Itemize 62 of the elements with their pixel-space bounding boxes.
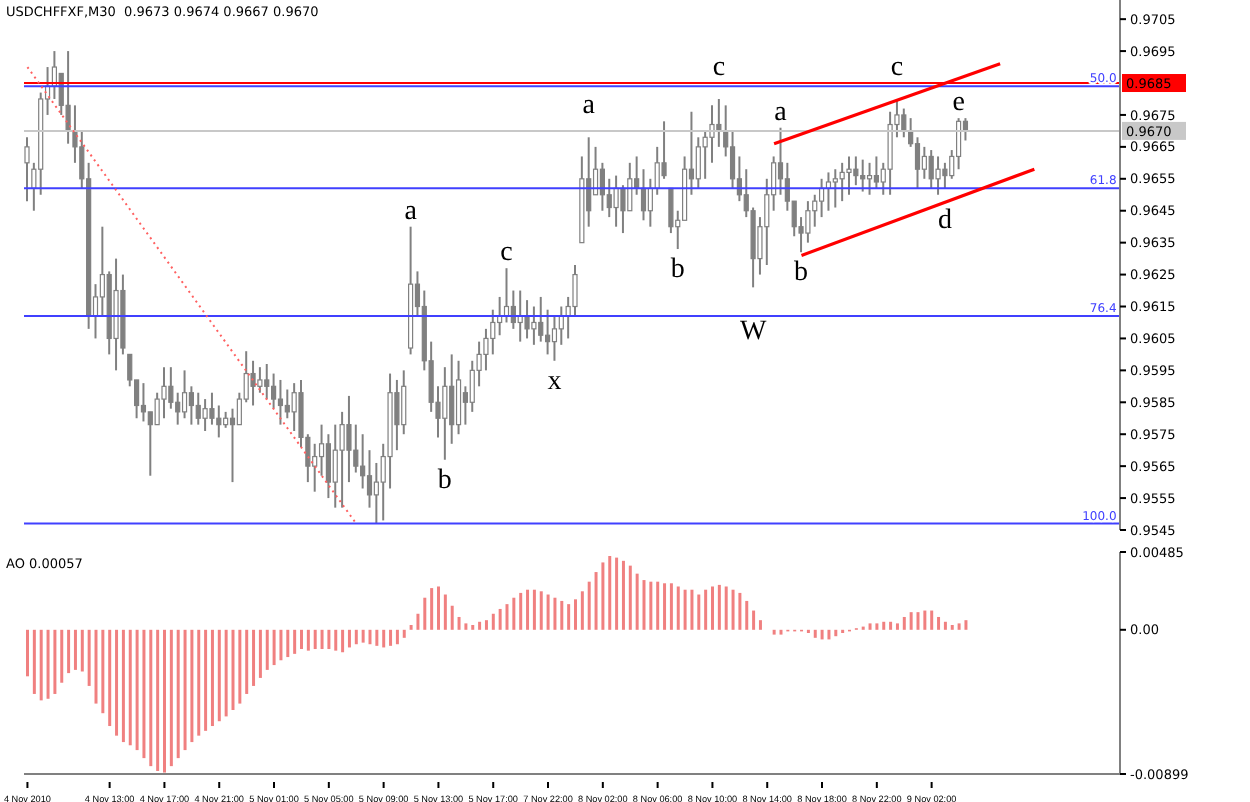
candlestick [551,315,558,362]
candlestick [901,107,907,139]
candlestick [284,388,290,420]
candlestick [839,161,845,203]
candlestick [935,155,941,196]
candlestick [887,110,893,196]
candlestick [606,177,612,219]
text: c [890,52,904,83]
candlestick [442,366,448,461]
candlestick [264,362,270,401]
candlestick [360,433,366,490]
candlestick [832,168,838,209]
candlestick [455,359,462,436]
text: x [547,366,562,397]
candlestick [538,295,544,343]
candlestick [695,136,701,190]
candlestick [181,369,188,420]
candlestick [346,394,352,484]
candlestick [956,117,962,171]
candlestick [613,174,619,228]
candlestick [113,257,119,372]
candlestick [921,145,927,180]
candlestick [805,200,811,244]
candlestick [195,391,201,426]
text: e [952,88,965,119]
text: b [670,255,685,286]
candlestick [291,382,297,433]
candlestick [277,378,284,426]
candlestick [819,177,825,219]
text: b [437,465,452,496]
text: c [712,52,726,83]
candlestick [846,155,852,196]
candlestick [853,155,859,187]
candlestick [312,442,318,493]
candlestick [202,398,208,433]
candlestick [339,410,345,509]
text: a [404,196,417,227]
text: a [582,91,595,122]
candlestick [257,366,263,394]
candlestick [928,149,934,190]
candlestick [531,305,537,346]
candlestick [873,155,879,190]
text: c [500,238,513,269]
text: a [774,97,787,128]
candlestick [325,433,331,500]
candlestick [394,378,400,452]
text: W [739,317,767,348]
candlestick [24,136,30,203]
text: d [937,206,952,237]
text: b [794,258,809,289]
candlestick [860,158,866,193]
candlestick [188,385,194,426]
candlestick [558,305,564,346]
candlestick [524,299,530,340]
candlestick [161,366,167,420]
candlestick [620,184,626,235]
candlestick [866,161,873,196]
candlestick [250,359,256,407]
candlestick [140,382,147,423]
candlestick [942,161,948,190]
candlestick [716,97,722,148]
candlestick [661,120,667,180]
